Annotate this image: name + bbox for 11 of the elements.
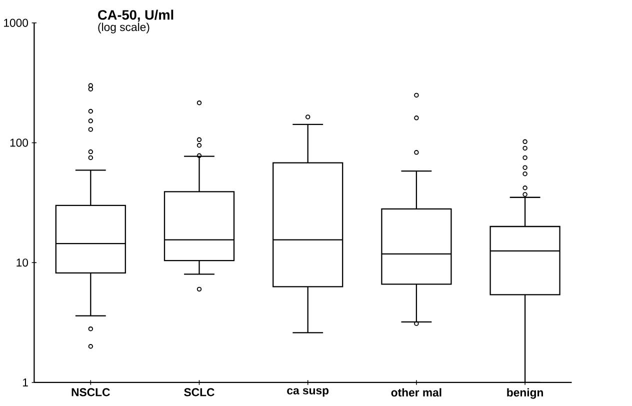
- chart-subtitle: (log scale): [98, 22, 150, 34]
- x-tick-label: NSCLC: [72, 388, 110, 396]
- x-tick-label: benign: [507, 388, 543, 399]
- y-tick-label: 10: [16, 258, 28, 266]
- y-tick-label: 1: [23, 378, 28, 386]
- y-tick-label: 100: [10, 138, 28, 147]
- chart-title: CA-50, U/ml: [98, 10, 174, 22]
- y-tick-label: 1000: [4, 18, 28, 27]
- x-tick-label: SCLC: [184, 388, 214, 396]
- x-tick-label: ca susp: [287, 388, 329, 397]
- x-tick-label: other mal: [391, 388, 442, 396]
